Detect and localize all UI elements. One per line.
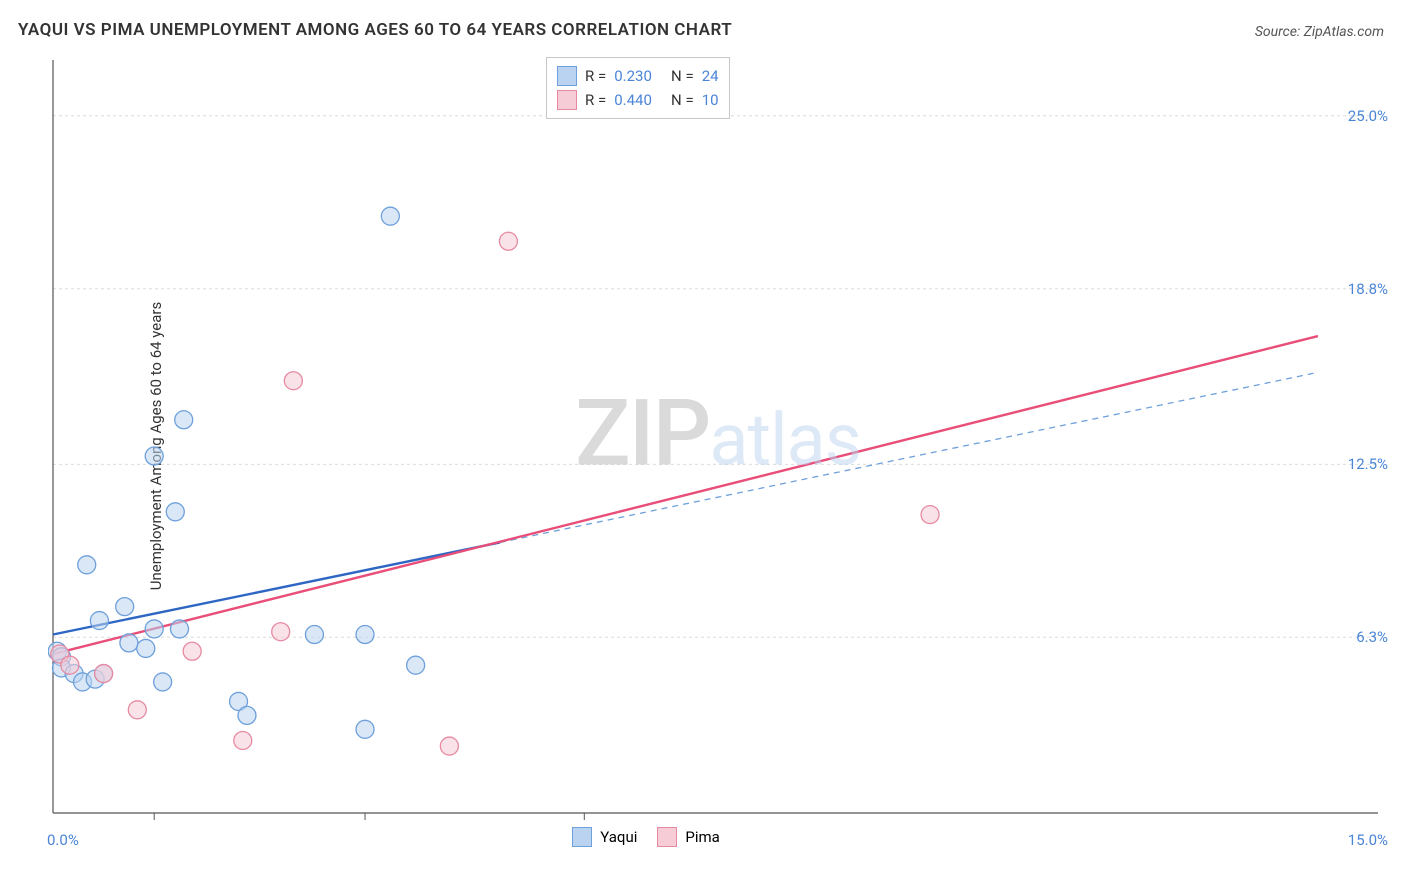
legend-row: R = 0.230 N = 24 xyxy=(557,64,719,88)
legend-row: R = 0.440 N = 10 xyxy=(557,88,719,112)
legend-n-label: N = xyxy=(660,67,694,85)
legend-r-value: 0.440 xyxy=(614,91,652,109)
legend-swatch xyxy=(557,90,577,110)
legend-swatch xyxy=(657,827,677,847)
y-tick-label: 12.5% xyxy=(1348,455,1388,473)
plot-area: ZIPatlas R = 0.230 N = 24 R = 0.440 N = … xyxy=(48,55,1388,845)
y-tick-label: 18.8% xyxy=(1348,280,1388,298)
legend-n-label: N = xyxy=(660,91,694,109)
chart-title: YAQUI VS PIMA UNEMPLOYMENT AMONG AGES 60… xyxy=(18,20,732,40)
series-legend-item: Pima xyxy=(657,825,719,849)
correlation-legend: R = 0.230 N = 24 R = 0.440 N = 10 xyxy=(546,57,730,119)
legend-swatch xyxy=(572,827,592,847)
legend-r-label: R = xyxy=(585,67,606,85)
chart-svg xyxy=(48,55,1388,845)
legend-n-value: 24 xyxy=(702,67,719,85)
chart-container: YAQUI VS PIMA UNEMPLOYMENT AMONG AGES 60… xyxy=(0,0,1406,892)
x-tick-label: 15.0% xyxy=(1348,831,1388,849)
series-legend-label: Pima xyxy=(685,828,719,846)
legend-r-label: R = xyxy=(585,91,606,109)
series-legend-item: Yaqui xyxy=(572,825,637,849)
source-label: Source: ZipAtlas.com xyxy=(1255,24,1384,40)
y-tick-label: 6.3% xyxy=(1356,628,1388,646)
series-legend: Yaqui Pima xyxy=(572,825,720,849)
legend-n-value: 10 xyxy=(702,91,719,109)
series-legend-label: Yaqui xyxy=(600,828,637,846)
y-tick-label: 25.0% xyxy=(1348,107,1388,125)
x-tick-label: 0.0% xyxy=(47,831,79,849)
legend-swatch xyxy=(557,66,577,86)
legend-r-value: 0.230 xyxy=(614,67,652,85)
